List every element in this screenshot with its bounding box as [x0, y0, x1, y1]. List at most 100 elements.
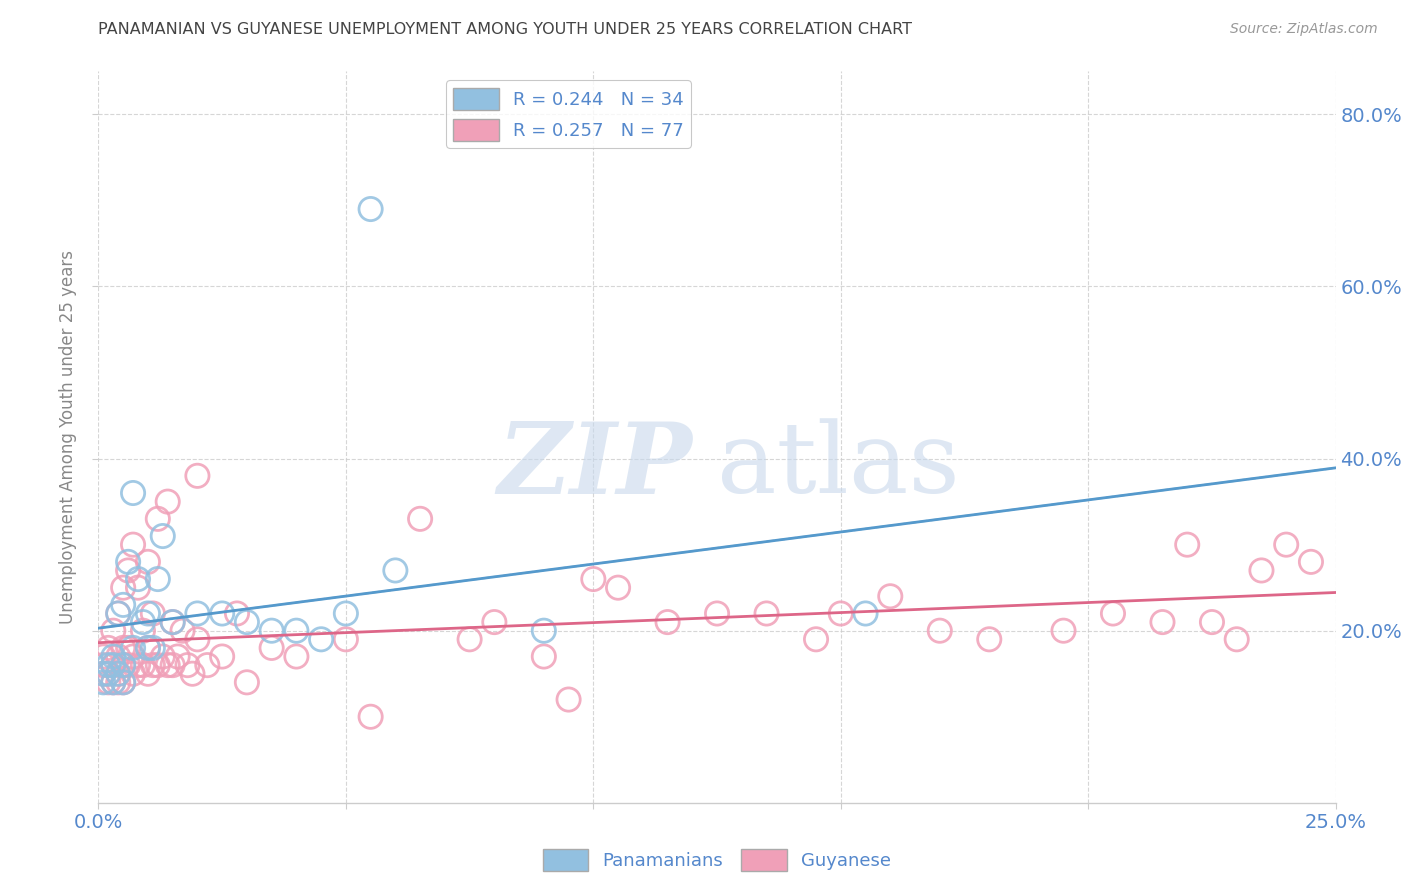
Point	[103, 675, 125, 690]
Point	[103, 658, 125, 673]
Point	[484, 615, 506, 629]
Point	[122, 640, 145, 655]
Point	[458, 632, 481, 647]
Point	[657, 615, 679, 629]
Point	[1250, 564, 1272, 578]
Point	[285, 649, 308, 664]
Point	[830, 607, 852, 621]
Text: ZIP: ZIP	[498, 418, 692, 515]
Point	[706, 607, 728, 621]
Point	[107, 607, 129, 621]
Point	[112, 675, 135, 690]
Point	[335, 607, 357, 621]
Point	[93, 649, 115, 664]
Point	[136, 666, 159, 681]
Point	[152, 649, 174, 664]
Point	[117, 564, 139, 578]
Point	[260, 640, 283, 655]
Point	[142, 607, 165, 621]
Point	[142, 658, 165, 673]
Point	[132, 624, 155, 638]
Point	[103, 675, 125, 690]
Point	[557, 692, 579, 706]
Point	[1275, 538, 1298, 552]
Point	[309, 632, 332, 647]
Point	[103, 658, 125, 673]
Point	[285, 624, 308, 638]
Point	[112, 581, 135, 595]
Point	[156, 494, 179, 508]
Point	[181, 666, 204, 681]
Point	[107, 675, 129, 690]
Point	[1201, 615, 1223, 629]
Point	[142, 640, 165, 655]
Point	[103, 624, 125, 638]
Text: PANAMANIAN VS GUYANESE UNEMPLOYMENT AMONG YOUTH UNDER 25 YEARS CORRELATION CHART: PANAMANIAN VS GUYANESE UNEMPLOYMENT AMON…	[98, 22, 912, 37]
Point	[156, 658, 179, 673]
Point	[97, 666, 120, 681]
Point	[146, 572, 169, 586]
Point	[211, 607, 233, 621]
Point	[93, 675, 115, 690]
Point	[112, 658, 135, 673]
Point	[117, 555, 139, 569]
Point	[136, 607, 159, 621]
Point	[122, 538, 145, 552]
Point	[979, 632, 1001, 647]
Point	[236, 675, 259, 690]
Point	[211, 649, 233, 664]
Point	[533, 624, 555, 638]
Point	[146, 512, 169, 526]
Point	[166, 649, 188, 664]
Point	[928, 624, 950, 638]
Point	[93, 666, 115, 681]
Point	[127, 581, 149, 595]
Point	[360, 202, 382, 216]
Point	[533, 649, 555, 664]
Point	[93, 666, 115, 681]
Point	[582, 572, 605, 586]
Point	[409, 512, 432, 526]
Legend: Panamanians, Guyanese: Panamanians, Guyanese	[536, 841, 898, 878]
Point	[162, 658, 184, 673]
Point	[1152, 615, 1174, 629]
Point	[804, 632, 827, 647]
Point	[186, 468, 208, 483]
Point	[1226, 632, 1249, 647]
Point	[112, 675, 135, 690]
Point	[260, 624, 283, 638]
Point	[103, 649, 125, 664]
Point	[1299, 555, 1322, 569]
Point	[162, 615, 184, 629]
Point	[226, 607, 249, 621]
Point	[107, 649, 129, 664]
Point	[855, 607, 877, 621]
Point	[136, 555, 159, 569]
Point	[97, 675, 120, 690]
Point	[176, 658, 198, 673]
Y-axis label: Unemployment Among Youth under 25 years: Unemployment Among Youth under 25 years	[59, 250, 77, 624]
Point	[132, 615, 155, 629]
Text: Source: ZipAtlas.com: Source: ZipAtlas.com	[1230, 22, 1378, 37]
Point	[335, 632, 357, 647]
Point	[360, 710, 382, 724]
Point	[112, 598, 135, 612]
Point	[152, 529, 174, 543]
Point	[107, 666, 129, 681]
Point	[146, 658, 169, 673]
Point	[172, 624, 194, 638]
Point	[879, 589, 901, 603]
Point	[607, 581, 630, 595]
Point	[136, 640, 159, 655]
Point	[117, 658, 139, 673]
Text: atlas: atlas	[717, 418, 960, 514]
Point	[384, 564, 406, 578]
Point	[112, 658, 135, 673]
Point	[93, 658, 115, 673]
Point	[97, 640, 120, 655]
Point	[97, 658, 120, 673]
Point	[186, 607, 208, 621]
Point	[127, 658, 149, 673]
Point	[236, 615, 259, 629]
Point	[1052, 624, 1074, 638]
